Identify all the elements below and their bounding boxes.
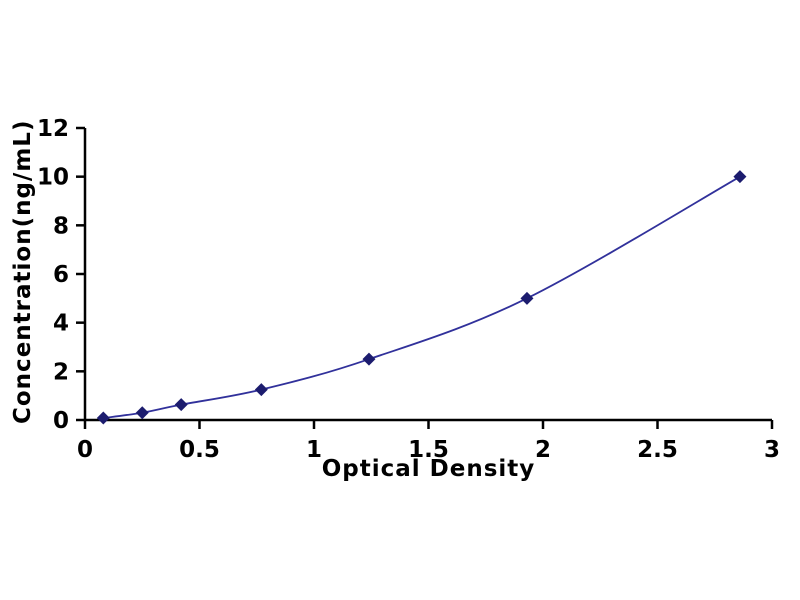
x-tick-label: 3 — [764, 437, 780, 463]
data-point-marker — [135, 406, 149, 420]
series-line — [103, 175, 741, 419]
data-point-marker — [96, 411, 110, 425]
y-tick-label: 4 — [53, 311, 69, 337]
y-tick-label: 8 — [53, 213, 69, 239]
x-tick-label: 0.5 — [179, 437, 220, 463]
x-tick-label: 1 — [306, 437, 322, 463]
y-tick-label: 2 — [53, 359, 69, 385]
data-point-marker — [174, 398, 188, 412]
x-tick-label: 2 — [535, 437, 551, 463]
x-tick-label: 1.5 — [408, 437, 449, 463]
x-tick-label: 2.5 — [637, 437, 678, 463]
y-tick-label: 0 — [53, 408, 69, 434]
data-point-marker — [520, 291, 534, 305]
y-tick-label: 10 — [37, 165, 69, 191]
x-axis-title: Optical Density — [321, 456, 536, 482]
y-axis-title: Concentration(ng/mL) — [10, 119, 36, 424]
data-point-marker — [733, 170, 747, 184]
data-point-marker — [362, 352, 376, 366]
x-tick-label: 0 — [77, 437, 93, 463]
data-point-marker — [254, 383, 268, 397]
y-tick-label: 12 — [37, 116, 69, 142]
axes — [83, 128, 772, 422]
y-tick-label: 6 — [53, 262, 69, 288]
